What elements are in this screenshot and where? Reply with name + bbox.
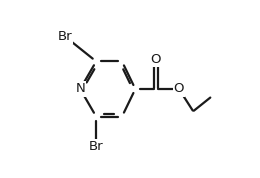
Text: N: N bbox=[75, 82, 85, 96]
Text: O: O bbox=[174, 82, 184, 96]
Text: O: O bbox=[151, 53, 161, 66]
Text: Br: Br bbox=[89, 140, 103, 153]
Text: Br: Br bbox=[58, 30, 72, 43]
